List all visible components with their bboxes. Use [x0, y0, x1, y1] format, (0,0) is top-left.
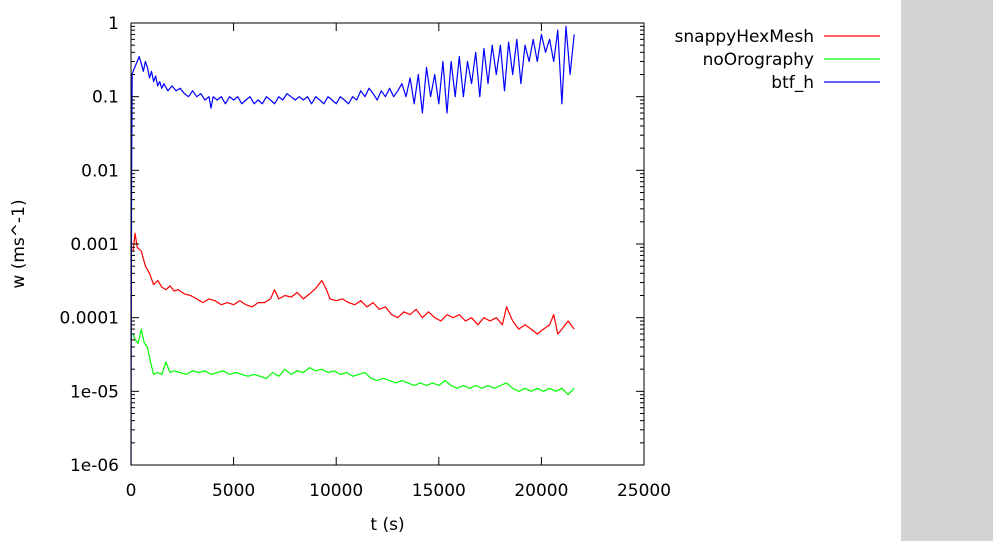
x-axis-label: t (s): [370, 515, 404, 535]
y-tick-label: 0.0001: [60, 309, 119, 329]
y-axis-label: w (ms^-1): [9, 199, 29, 288]
side-panel: [901, 0, 993, 541]
legend-label: noOrography: [703, 50, 814, 70]
y-tick-label: 0.01: [81, 161, 119, 181]
x-tick-label: 10000: [309, 481, 363, 501]
ticks-layer: 0 5000 10000 15000 20000 25000 1 0.1 0.01 0.001 0.…: [60, 14, 672, 501]
legend: snappyHexMesh noOrography btf_h: [675, 27, 880, 93]
y-tick-label: 0.001: [70, 235, 119, 255]
y-tick-label: 1: [108, 14, 119, 34]
legend-label: snappyHexMesh: [675, 27, 814, 47]
plot-frame: [130, 22, 645, 466]
x-tick-label: 5000: [212, 481, 255, 501]
series-layer: [130, 25, 575, 466]
series-line-noOrography: [132, 328, 575, 396]
x-tick-label: 20000: [514, 481, 568, 501]
series-line-btf_h: [130, 25, 575, 466]
x-tick-label: 0: [126, 481, 137, 501]
y-tick-label: 1e-05: [70, 382, 119, 402]
series-line-snappyHexMesh: [132, 232, 575, 335]
y-tick-label: 1e-06: [70, 456, 119, 476]
y-tick-label: 0.1: [92, 88, 119, 108]
legend-label: btf_h: [771, 73, 814, 93]
x-tick-label: 15000: [412, 481, 466, 501]
x-tick-label: 25000: [617, 481, 671, 501]
